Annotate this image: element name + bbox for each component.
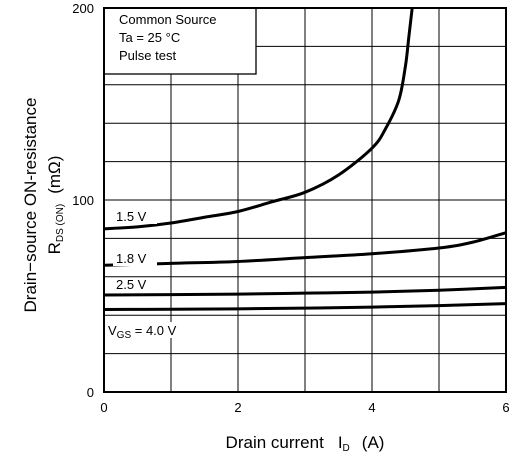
grid bbox=[104, 8, 506, 392]
y-tick-label: 200 bbox=[72, 1, 94, 16]
curve-labels: 1.5 V 1.8 V 2.5 V VGS = 4.0 V bbox=[105, 209, 207, 341]
series-label-background bbox=[113, 278, 157, 292]
condition-text-2: Ta = 25 °C bbox=[119, 30, 180, 45]
series-label-text: 1.8 V bbox=[116, 251, 147, 266]
series-label-2: 1.8 V bbox=[113, 251, 157, 266]
series-label-text: 1.5 V bbox=[116, 209, 147, 224]
series-label-text: 2.5 V bbox=[116, 277, 147, 292]
series-line-4 bbox=[104, 302, 506, 311]
tick-labels: 0 2 4 6 0 100 200 bbox=[72, 1, 509, 415]
y-axis-title: Drain−source ON-resistance RDS (ON)(mΩ) bbox=[21, 98, 66, 313]
x-axis-title: Drain current ID (A) bbox=[226, 433, 385, 454]
series-label-text: VGS = 4.0 V bbox=[108, 323, 177, 341]
x-tick-label: 4 bbox=[368, 400, 375, 415]
series-line-3 bbox=[104, 285, 506, 297]
x-tick-label: 2 bbox=[234, 400, 241, 415]
conditions-box: Common Source Ta = 25 °C Pulse test bbox=[103, 7, 257, 75]
y-tick-label: 100 bbox=[72, 193, 94, 208]
curves bbox=[104, 8, 506, 311]
series-label-3: 2.5 V bbox=[113, 277, 157, 292]
series-label-background bbox=[105, 322, 207, 338]
series-line-1 bbox=[104, 8, 414, 231]
series-label-1: 1.5 V bbox=[113, 209, 157, 224]
x-tick-label: 0 bbox=[100, 400, 107, 415]
plot-frame bbox=[103, 7, 507, 393]
x-tick-label: 6 bbox=[502, 400, 509, 415]
condition-text-1: Common Source bbox=[119, 12, 217, 27]
series-line-2 bbox=[104, 231, 506, 267]
y-axis-title-line1: Drain−source ON-resistance bbox=[21, 98, 40, 313]
series-label-background bbox=[113, 210, 157, 224]
series-label-4: VGS = 4.0 V bbox=[105, 322, 207, 341]
series-label-background bbox=[113, 252, 157, 266]
y-axis-title-line2: RDS (ON)(mΩ) bbox=[45, 156, 66, 255]
y-tick-label: 0 bbox=[87, 385, 94, 400]
condition-text-3: Pulse test bbox=[119, 48, 176, 63]
